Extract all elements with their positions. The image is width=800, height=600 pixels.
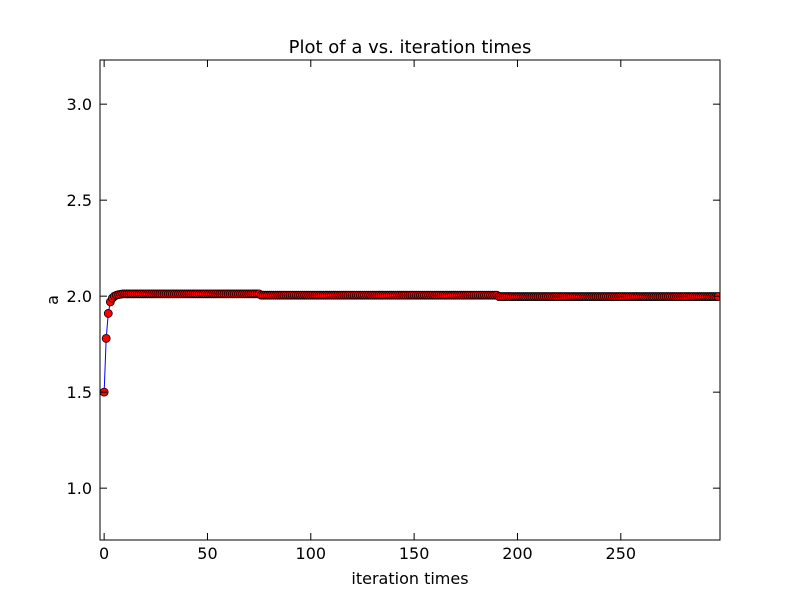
y-axis-label: a [43, 295, 62, 305]
x-tick-label: 50 [197, 544, 217, 563]
y-tick-label: 1.5 [67, 383, 92, 402]
y-tick-label: 2.5 [67, 191, 92, 210]
x-axis-ticks: 0 50 100 150 200 250 [99, 60, 636, 563]
y-axis-ticks: 1.0 1.5 2.0 2.5 3.0 [67, 95, 720, 498]
plot-frame [99, 59, 721, 541]
x-axis-label: iteration times [351, 569, 468, 588]
x-tick-label: 250 [606, 544, 637, 563]
plot-area: 0 50 100 150 200 250 1.0 1.5 2.0 2.5 3.0 [67, 59, 721, 563]
y-tick-label: 3.0 [67, 95, 92, 114]
data-point [101, 333, 111, 343]
data-layer [100, 289, 720, 397]
y-tick-label: 2.0 [67, 287, 92, 306]
chart-title: Plot of a vs. iteration times [289, 37, 532, 58]
series-a [100, 289, 720, 397]
x-tick-label: 150 [399, 544, 430, 563]
x-tick-label: 0 [99, 544, 109, 563]
y-tick-label: 1.0 [67, 479, 92, 498]
x-tick-label: 200 [502, 544, 533, 563]
x-tick-label: 100 [296, 544, 327, 563]
data-point [103, 309, 113, 318]
